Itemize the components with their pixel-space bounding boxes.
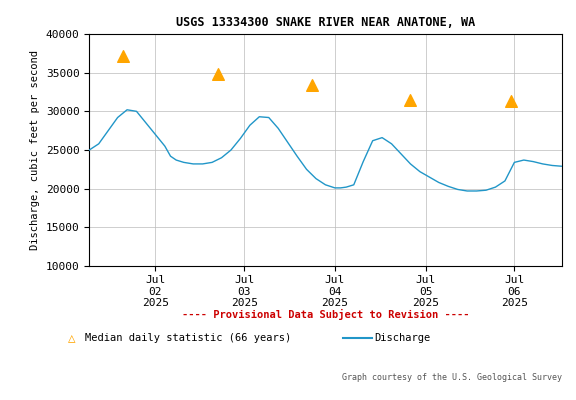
Point <box>119 52 128 59</box>
Point <box>213 71 222 78</box>
Y-axis label: Discharge, cubic feet per second: Discharge, cubic feet per second <box>31 50 40 250</box>
Text: Median daily statistic (66 years): Median daily statistic (66 years) <box>85 333 291 343</box>
Text: ---- Provisional Data Subject to Revision ----: ---- Provisional Data Subject to Revisio… <box>181 308 469 320</box>
Text: Discharge: Discharge <box>374 333 431 343</box>
Title: USGS 13334300 SNAKE RIVER NEAR ANATONE, WA: USGS 13334300 SNAKE RIVER NEAR ANATONE, … <box>176 16 475 29</box>
Text: Graph courtesy of the U.S. Geological Survey: Graph courtesy of the U.S. Geological Su… <box>342 374 562 382</box>
Point <box>506 98 515 104</box>
Point <box>406 96 415 103</box>
Point <box>308 82 317 88</box>
Text: △: △ <box>68 332 76 344</box>
